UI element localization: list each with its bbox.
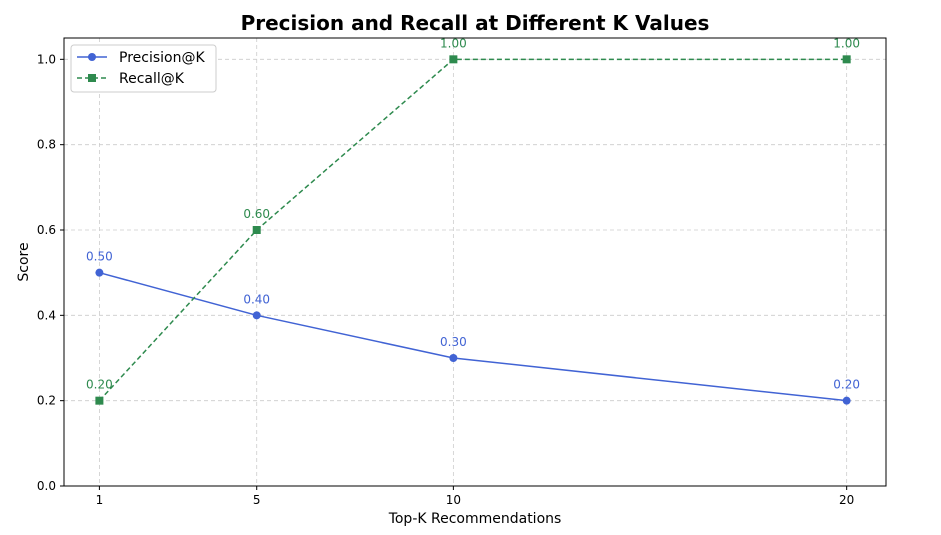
- precision-k-point: [252, 311, 261, 320]
- x-tick-label: 10: [446, 493, 461, 507]
- recall-k-point: [449, 55, 458, 64]
- y-tick-label: 0.6: [37, 223, 56, 237]
- precision-k-line: [99, 271, 847, 402]
- recall-k-data-label: 1.00: [833, 36, 860, 50]
- y-tick-label: 0.4: [37, 308, 56, 322]
- precision-k-data-label: 0.50: [86, 250, 113, 264]
- y-tick-label: 0.0: [37, 479, 56, 493]
- precision-k-data-label: 0.40: [243, 292, 270, 306]
- legend-precision-marker: [88, 53, 96, 61]
- x-tick-label: 1: [96, 493, 104, 507]
- x-tick-label: 20: [839, 493, 854, 507]
- precision-k-data-label: 0.20: [833, 378, 860, 392]
- recall-k-point: [95, 396, 104, 405]
- plot-frame: [63, 37, 887, 487]
- tick-layer: 0.0 0.2 0.4 0.6 0.8 1.0 1 5 10 20: [37, 52, 854, 507]
- x-axis-label: Top-K Recommendations: [388, 511, 562, 527]
- recall-k-line: [98, 58, 847, 402]
- y-tick-label: 1.0: [37, 52, 56, 66]
- chart-legend: Precision@K Recall@K: [70, 44, 217, 93]
- precision-k-data-label: 0.30: [440, 335, 467, 349]
- series-layer: 0.50 0.40 0.30 0.20 0.20 0.60 1.00 1.00: [86, 36, 860, 405]
- y-axis-label: Score: [16, 242, 32, 281]
- y-tick-label: 0.8: [37, 138, 56, 152]
- recall-k-data-label: 1.00: [440, 36, 467, 50]
- legend-box: [70, 44, 217, 93]
- legend-recall-marker: [88, 74, 96, 82]
- recall-k-point: [842, 55, 851, 64]
- precision-k-point: [95, 268, 104, 277]
- chart-title: Precision and Recall at Different K Valu…: [241, 11, 710, 35]
- legend-precision-label: Precision@K: [119, 50, 205, 66]
- legend-recall-label: Recall@K: [119, 71, 185, 87]
- precision-k-point: [449, 354, 458, 362]
- precision-k-point: [842, 396, 851, 405]
- recall-k-data-label: 0.20: [86, 378, 113, 392]
- x-tick-label: 5: [253, 493, 261, 507]
- recall-k-data-label: 0.60: [243, 207, 270, 221]
- y-tick-label: 0.2: [37, 394, 56, 408]
- recall-k-point: [252, 226, 261, 234]
